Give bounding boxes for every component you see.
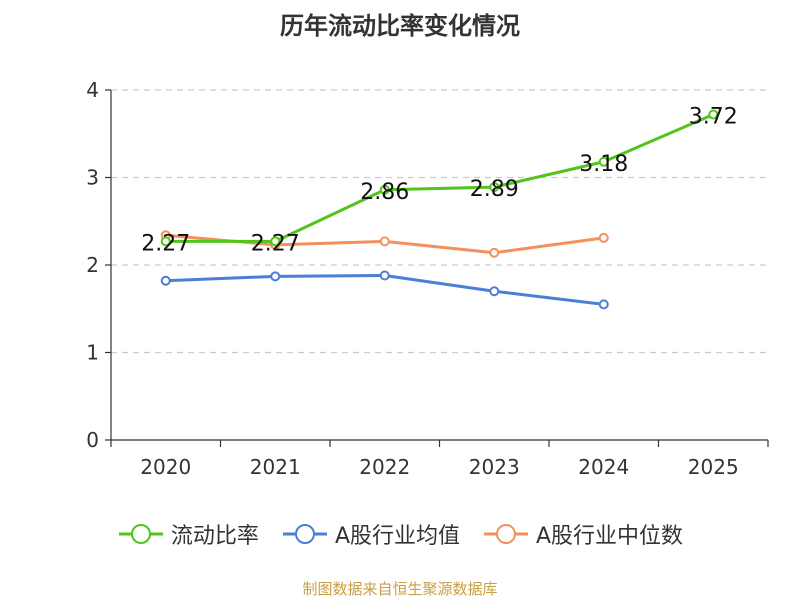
- data-point: [379, 184, 390, 195]
- series-line: [165, 113, 714, 243]
- legend-marker: [294, 524, 315, 544]
- data-point: [489, 286, 500, 297]
- data-point: [160, 275, 171, 286]
- legend-item[interactable]: 流动比率: [117, 518, 259, 550]
- source-note: 制图数据来自恒生聚源数据库: [302, 580, 498, 598]
- legend: 流动比率 A股行业均值 A股行业中位数: [0, 518, 800, 550]
- x-tick-label: 2020: [140, 455, 191, 479]
- data-point: [379, 270, 390, 281]
- data-point: [489, 182, 500, 193]
- x-tick-label: 2024: [578, 455, 629, 479]
- data-point: [489, 247, 500, 258]
- y-tick-label: 1: [86, 341, 99, 365]
- legend-swatch-icon: [282, 524, 327, 544]
- y-tick-label: 0: [86, 428, 99, 452]
- chart-title: 历年流动比率变化情况: [280, 12, 520, 40]
- x-tick-label: 2021: [250, 455, 301, 479]
- x-tick-label: 2025: [688, 455, 739, 479]
- data-point: [270, 271, 281, 282]
- data-labels: 2.27 2.27 2.86 2.89 3.18 3.72: [141, 105, 737, 257]
- x-tick-label: 2022: [359, 455, 410, 479]
- data-point: [160, 236, 171, 247]
- legend-label: A股行业中位数: [536, 524, 684, 549]
- axes: 0 1 2 3 4 2020 2021 2022 2023 2024 2025: [86, 78, 769, 479]
- y-tick-label: 2: [86, 253, 99, 277]
- legend-swatch-icon: [118, 524, 163, 544]
- data-point: [598, 299, 609, 310]
- legend-item[interactable]: A股行业中位数: [482, 518, 683, 550]
- series: [160, 109, 719, 310]
- data-point: [379, 236, 390, 247]
- data-label: 2.27: [141, 231, 190, 256]
- data-point: [598, 156, 609, 167]
- legend-marker: [496, 524, 516, 544]
- legend-label: A股行业均值: [334, 524, 460, 549]
- grid-lines: [111, 89, 768, 354]
- data-label: 2.86: [360, 180, 409, 205]
- data-label: 2.27: [251, 231, 300, 256]
- data-point: [270, 236, 281, 247]
- y-tick-label: 4: [86, 78, 99, 102]
- y-tick-label: 3: [86, 166, 99, 190]
- data-label: 3.72: [689, 105, 738, 130]
- legend-item[interactable]: A股行业均值: [281, 518, 460, 550]
- x-tick-label: 2023: [469, 455, 520, 479]
- data-point: [598, 232, 609, 243]
- data-label: 2.89: [470, 177, 519, 202]
- data-label: 3.18: [579, 152, 628, 177]
- legend-label: 流动比率: [170, 524, 259, 549]
- legend-swatch-icon: [484, 524, 528, 544]
- legend-marker: [130, 524, 151, 544]
- data-point: [708, 109, 719, 120]
